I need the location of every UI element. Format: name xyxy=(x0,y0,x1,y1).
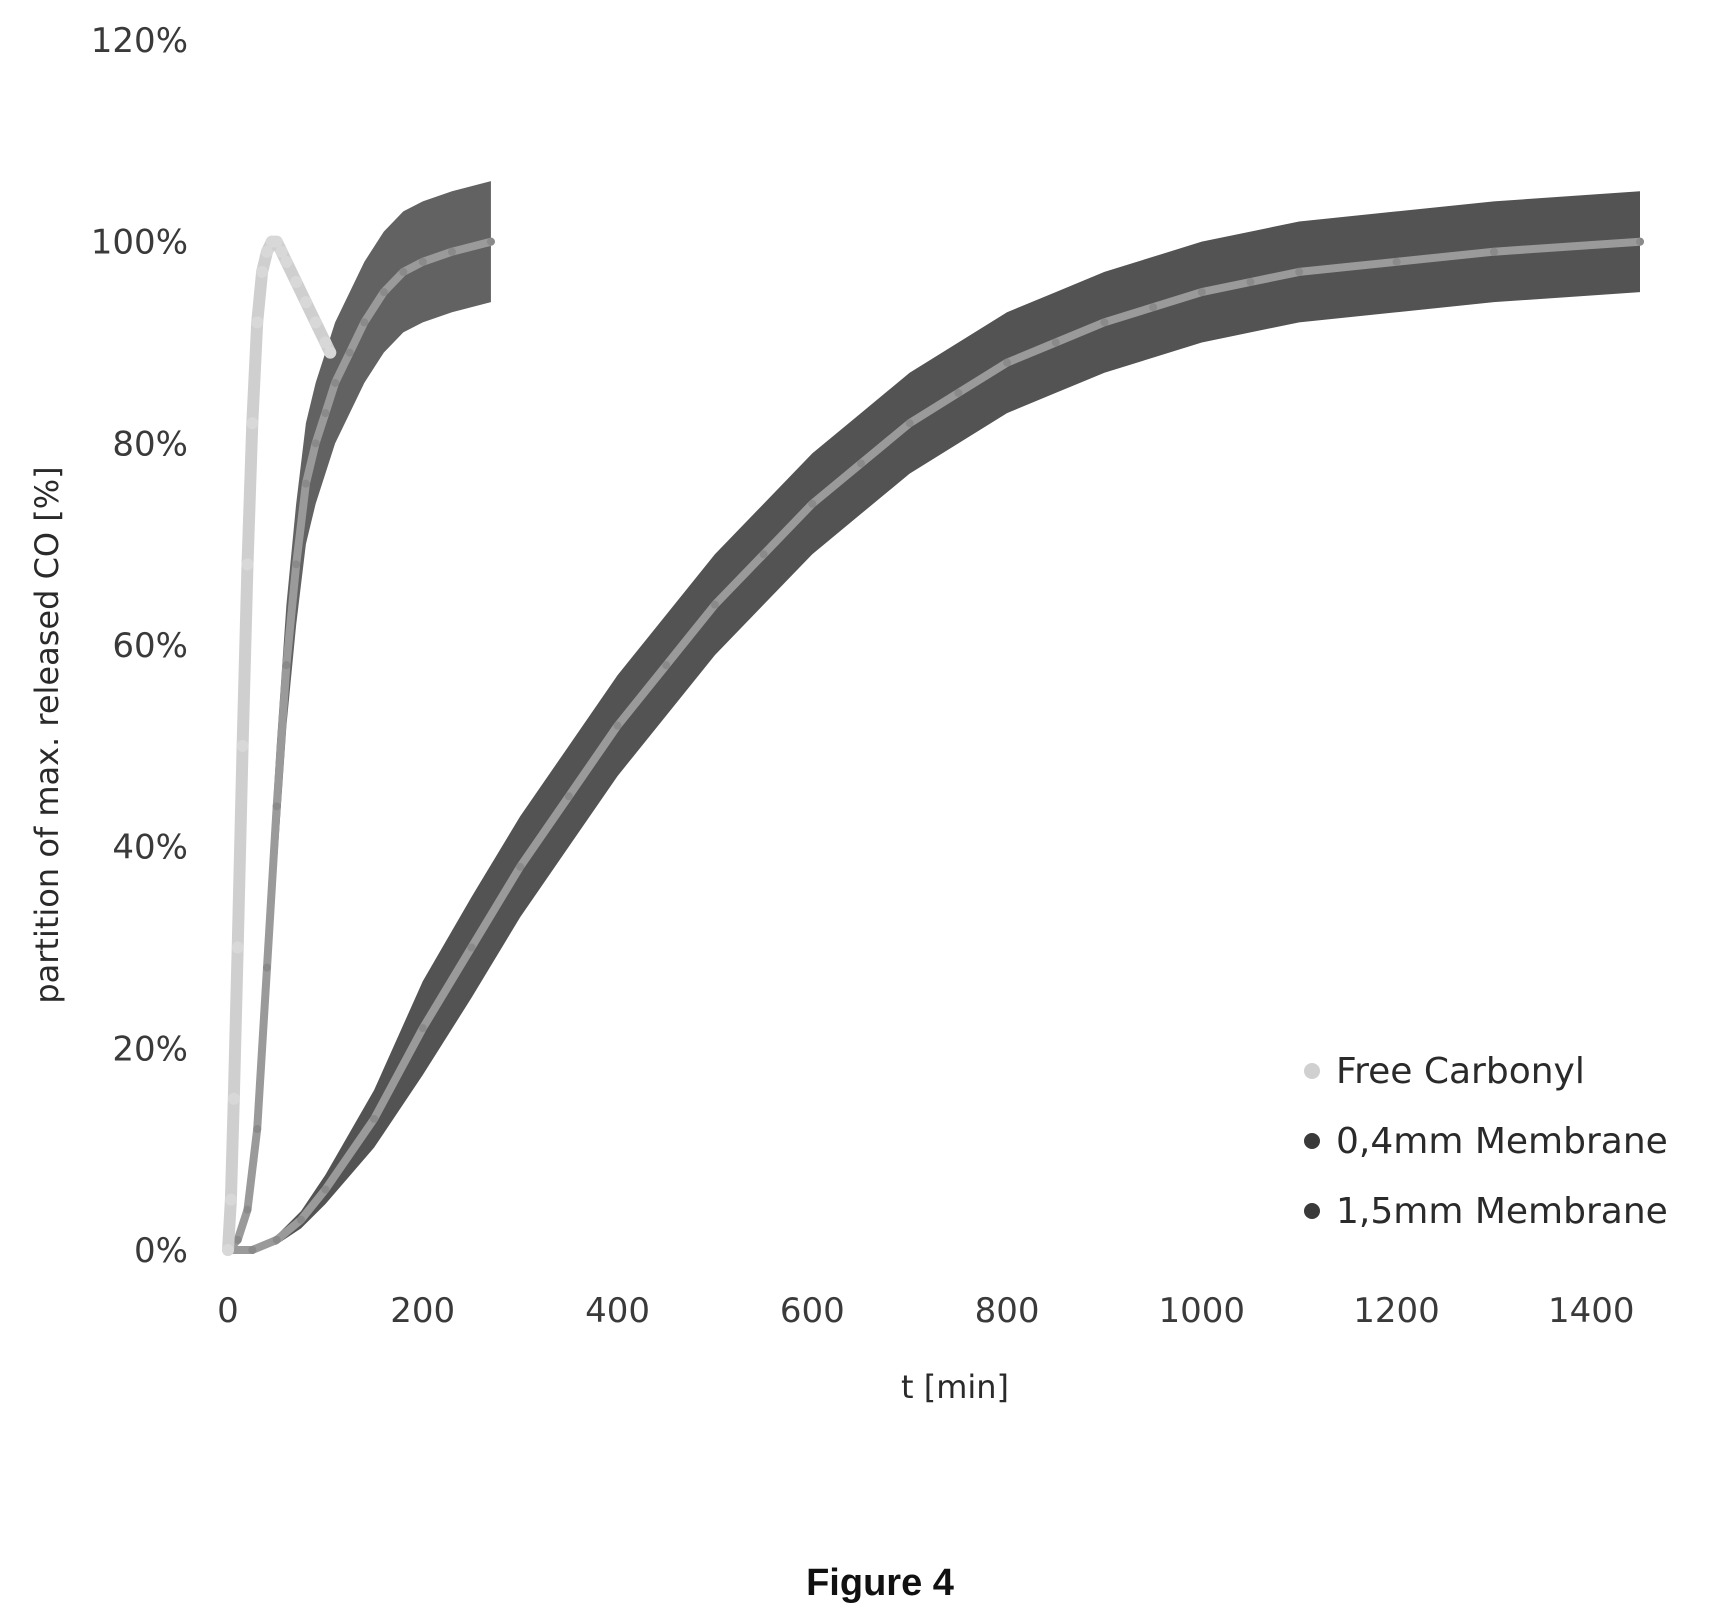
data-point xyxy=(262,963,271,972)
y-tick-label: 0% xyxy=(134,1231,188,1271)
figure-caption: Figure 4 xyxy=(806,1562,954,1604)
data-point xyxy=(231,941,244,954)
legend: Free Carbonyl 0,4mm Membrane 1,5mm Membran… xyxy=(1304,1051,1668,1232)
data-point xyxy=(222,1244,234,1256)
data-point xyxy=(319,336,332,349)
legend-label: 1,5mm Membrane xyxy=(1336,1191,1668,1232)
data-point xyxy=(1051,338,1060,347)
data-point xyxy=(360,318,369,327)
data-point xyxy=(662,661,671,670)
data-point xyxy=(301,479,310,488)
x-tick-label: 400 xyxy=(585,1291,650,1331)
data-point xyxy=(486,237,495,246)
x-tick-label: 1200 xyxy=(1353,1291,1440,1331)
data-point xyxy=(233,1235,242,1244)
data-point xyxy=(290,276,303,288)
data-point xyxy=(418,1024,427,1033)
y-tick-label: 60% xyxy=(112,626,188,666)
data-point xyxy=(1003,358,1012,367)
legend-marker xyxy=(1304,1203,1320,1219)
data-point xyxy=(241,558,254,571)
data-point xyxy=(321,1185,330,1194)
y-axis-ticks: 0% 20% 40% 60% 80% 100% 120% xyxy=(91,21,188,1271)
x-tick-label: 800 xyxy=(975,1291,1040,1331)
data-point xyxy=(224,1193,237,1206)
data-point xyxy=(260,245,273,258)
data-point xyxy=(272,1235,281,1244)
data-point xyxy=(324,346,337,359)
data-point xyxy=(248,1246,257,1254)
data-point xyxy=(370,1114,379,1123)
x-axis-ticks: 0 200 400 600 800 1000 1200 1400 xyxy=(217,1291,1634,1331)
x-tick-label: 200 xyxy=(390,1291,455,1331)
y-tick-label: 100% xyxy=(91,223,188,263)
data-point xyxy=(1489,247,1498,256)
data-point xyxy=(564,792,573,801)
data-point xyxy=(345,348,354,357)
y-tick-label: 40% xyxy=(112,828,188,868)
data-point xyxy=(447,247,456,256)
data-point xyxy=(311,439,320,448)
data-point xyxy=(246,417,259,430)
legend-label: 0,4mm Membrane xyxy=(1336,1121,1668,1162)
data-point xyxy=(251,316,264,329)
legend-label: Free Carbonyl xyxy=(1336,1051,1585,1092)
data-point xyxy=(856,459,865,468)
y-tick-label: 120% xyxy=(91,21,188,61)
x-tick-label: 600 xyxy=(780,1291,845,1331)
data-point xyxy=(516,862,525,871)
y-tick-label: 80% xyxy=(112,424,188,464)
data-point xyxy=(236,739,249,752)
data-point xyxy=(613,721,622,730)
data-point xyxy=(243,1205,252,1214)
y-axis-title: partition of max. released CO [%] xyxy=(28,466,66,1003)
data-point xyxy=(280,255,293,268)
data-point xyxy=(1246,278,1255,286)
data-point xyxy=(299,296,312,309)
series-line-2 xyxy=(224,237,1644,1254)
data-point xyxy=(275,245,288,258)
data-point xyxy=(272,802,281,811)
series-lines xyxy=(222,235,1644,1256)
data-point xyxy=(379,288,388,297)
data-point xyxy=(321,409,330,418)
data-point xyxy=(1149,303,1158,312)
data-point xyxy=(256,265,269,278)
data-point xyxy=(309,316,322,329)
data-point xyxy=(282,661,291,670)
data-point xyxy=(1392,257,1401,266)
data-point xyxy=(331,378,340,387)
data-point xyxy=(710,600,719,609)
data-point xyxy=(270,235,283,248)
data-point xyxy=(808,499,817,508)
y-tick-label: 20% xyxy=(112,1029,188,1069)
data-point xyxy=(905,419,914,428)
error-band-2 xyxy=(228,191,1640,1250)
data-point xyxy=(399,267,408,276)
series-line-1 xyxy=(224,237,495,1254)
x-axis-title: t [min] xyxy=(901,1368,1009,1406)
data-point xyxy=(954,388,963,397)
legend-marker xyxy=(1304,1133,1320,1149)
data-point xyxy=(253,1125,262,1133)
data-point xyxy=(227,1092,240,1105)
x-tick-label: 1000 xyxy=(1159,1291,1246,1331)
data-point xyxy=(292,560,301,569)
data-point xyxy=(297,1215,306,1224)
data-point xyxy=(418,257,427,266)
data-point xyxy=(759,550,768,559)
legend-marker xyxy=(1304,1063,1320,1079)
x-tick-label: 1400 xyxy=(1548,1291,1635,1331)
data-point xyxy=(1636,237,1644,246)
data-point xyxy=(1100,318,1109,327)
data-point xyxy=(1197,288,1206,297)
x-tick-label: 0 xyxy=(217,1291,239,1331)
data-point xyxy=(467,943,476,952)
data-point xyxy=(1295,267,1304,276)
